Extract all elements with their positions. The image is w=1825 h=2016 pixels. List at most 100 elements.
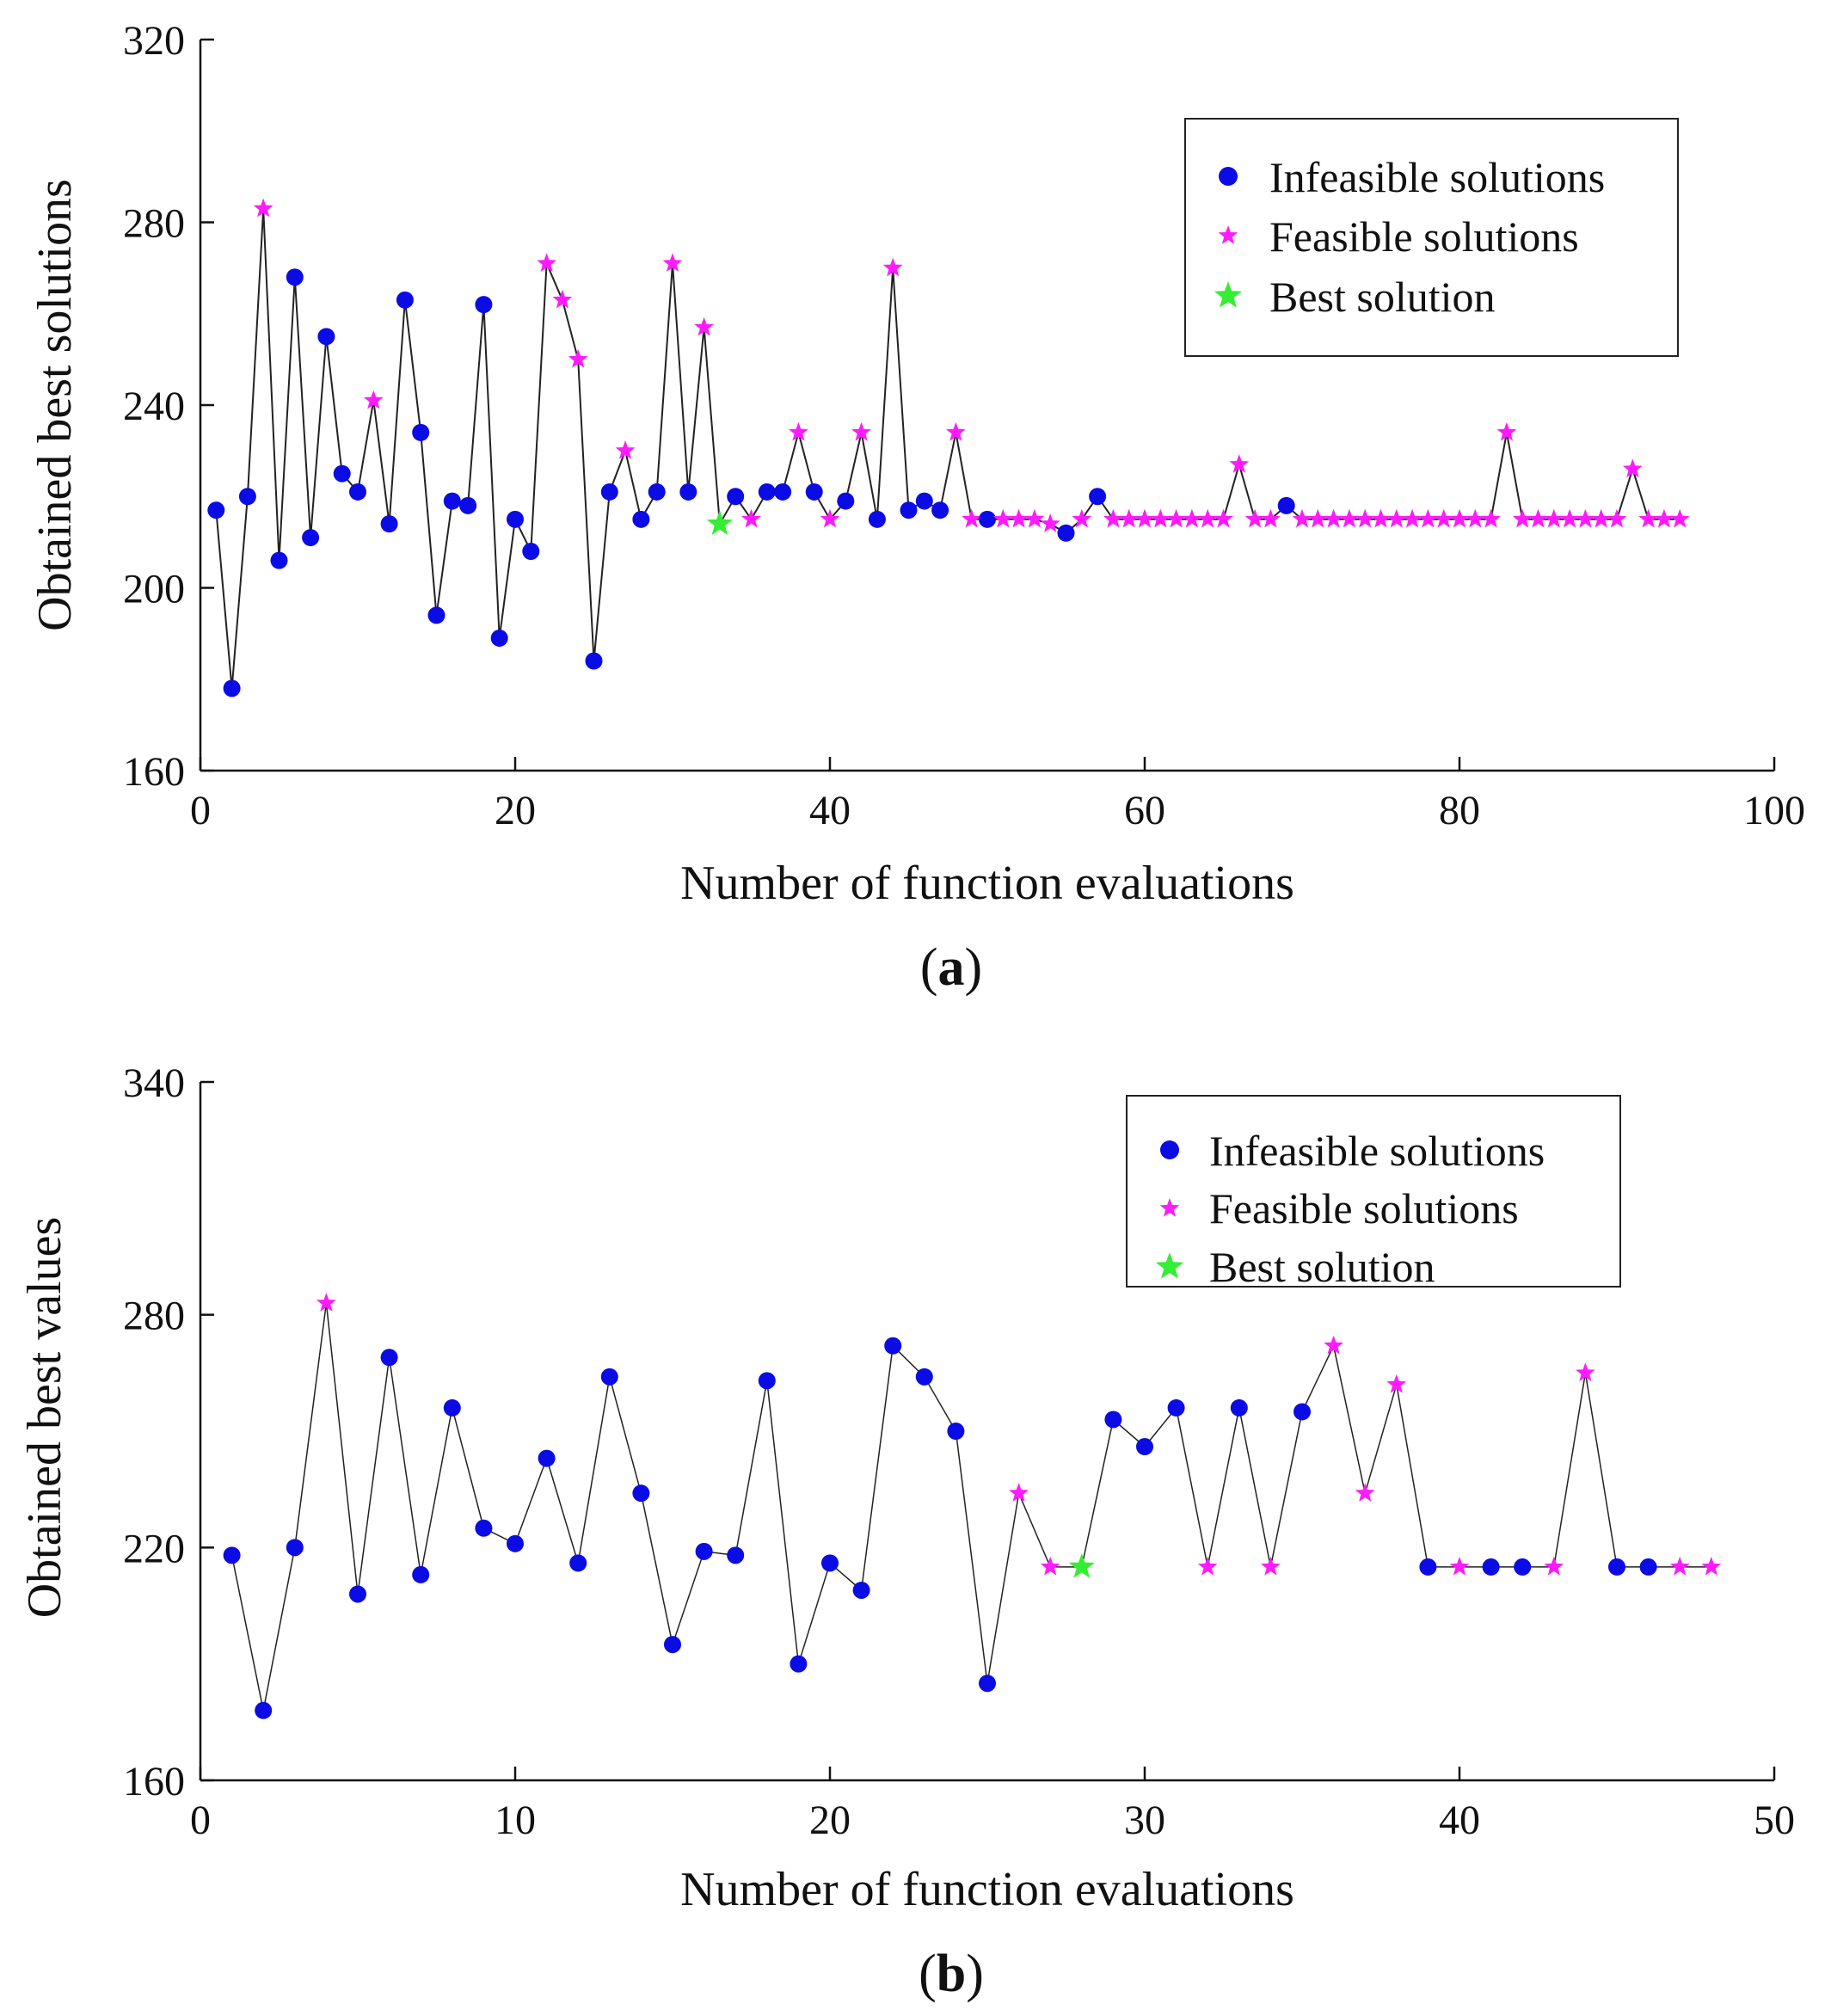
chart-b-point-infeasible bbox=[1639, 1558, 1657, 1576]
chart-a-point-feasible bbox=[694, 317, 714, 336]
chart-a-point-feasible bbox=[820, 508, 840, 528]
chart-a-point-infeasible bbox=[585, 652, 603, 670]
chart-b-point-feasible bbox=[1009, 1483, 1029, 1502]
chart-a-point-feasible bbox=[568, 348, 588, 368]
chart-b-point-infeasible bbox=[1514, 1558, 1532, 1576]
chart-a-point-feasible bbox=[1607, 508, 1627, 528]
chart-a-point-feasible bbox=[946, 421, 966, 441]
chart-a-point-feasible bbox=[1324, 508, 1343, 528]
chart-a-point-infeasible bbox=[396, 291, 414, 309]
chart-a-point-infeasible bbox=[679, 482, 697, 501]
chart-b-legend: Infeasible solutions Feasible solutions … bbox=[1126, 1095, 1621, 1291]
chart-a-point-infeasible bbox=[459, 496, 477, 514]
chart-a-point-infeasible bbox=[443, 492, 461, 510]
chart-b-x-tick-label: 30 bbox=[1124, 1798, 1165, 1843]
chart-b-point-infeasible bbox=[1167, 1398, 1185, 1417]
chart-a-point-feasible bbox=[1339, 508, 1360, 528]
chart-b-point-feasible bbox=[1261, 1556, 1281, 1576]
chart-a-point-feasible bbox=[1307, 508, 1328, 528]
chart-b-point-feasible bbox=[1324, 1335, 1343, 1355]
chart-a-point-feasible bbox=[1182, 508, 1202, 528]
chart-b-point-feasible bbox=[1355, 1483, 1375, 1502]
chart-b-y-tick-label: 160 bbox=[123, 1759, 185, 1804]
chart-a-point-feasible bbox=[1528, 508, 1548, 528]
chart-a-y-tick-label: 320 bbox=[123, 18, 185, 64]
chart-a-point-infeasible bbox=[238, 488, 256, 506]
chart-a-point-feasible bbox=[1622, 458, 1643, 478]
chart-a: 0 20 40 60 80 100 160 200 240 280 320 Number of f… bbox=[28, 18, 1805, 997]
chart-a-point-feasible bbox=[1576, 508, 1595, 528]
chart-b-series-line bbox=[230, 1303, 1711, 1711]
chart-b-x-tick-label: 0 bbox=[190, 1798, 211, 1843]
chart-a-point-feasible bbox=[851, 421, 871, 441]
chart-b-point-infeasible bbox=[727, 1546, 745, 1564]
chart-a-point-feasible bbox=[615, 440, 636, 459]
chart-b-point-infeasible bbox=[600, 1368, 618, 1386]
chart-a-y-tick-label: 200 bbox=[123, 567, 185, 612]
chart-b-points bbox=[223, 1293, 1722, 1719]
chart-a-point-feasible bbox=[1591, 508, 1612, 528]
chart-a-y-ticks: 160 200 240 280 320 bbox=[123, 18, 214, 795]
chart-a-point-feasible bbox=[662, 253, 683, 272]
chart-a-point-feasible bbox=[1150, 508, 1171, 528]
chart-b-point-feasible bbox=[1669, 1556, 1690, 1576]
chart-a-point-feasible bbox=[1261, 508, 1281, 528]
chart-a-point-infeasible bbox=[286, 268, 304, 286]
chart-b-x-label: Number of function evaluations bbox=[680, 1863, 1294, 1916]
chart-a-point-feasible bbox=[537, 253, 556, 272]
chart-a-legend-best-label: Best solution bbox=[1269, 273, 1496, 321]
chart-a-point-infeasible bbox=[427, 606, 445, 624]
chart-a-point-feasible bbox=[789, 421, 808, 441]
chart-b-point-feasible bbox=[1197, 1556, 1218, 1576]
chart-a-point-infeasible bbox=[1057, 524, 1075, 542]
chart-a-point-feasible bbox=[363, 390, 384, 409]
chart-a-point-infeasible bbox=[380, 515, 398, 533]
chart-a-point-infeasible bbox=[317, 328, 335, 346]
chart-a-point-feasible bbox=[1402, 508, 1423, 528]
chart-a-point-infeasible bbox=[507, 510, 524, 528]
chart-a-point-feasible bbox=[1465, 508, 1485, 528]
chart-b-y-tick-label: 280 bbox=[123, 1294, 185, 1339]
chart-a-point-infeasible bbox=[412, 423, 430, 441]
chart-b-point-infeasible bbox=[979, 1675, 996, 1693]
chart-a-point-infeasible bbox=[632, 510, 650, 528]
chart-b-point-infeasible bbox=[1608, 1558, 1625, 1576]
chart-b-point-infeasible bbox=[852, 1581, 870, 1599]
chart-b-point-infeasible bbox=[1136, 1438, 1153, 1456]
chart-a-point-feasible bbox=[1386, 508, 1407, 528]
chart-b-y-ticks: 160 220 280 340 bbox=[123, 1060, 214, 1804]
chart-b-point-infeasible bbox=[1482, 1558, 1500, 1576]
chart-a-points bbox=[207, 198, 1690, 698]
chart-b-point-infeasible bbox=[1230, 1398, 1248, 1417]
chart-a-point-feasible bbox=[741, 508, 761, 528]
chart-b-point-infeasible bbox=[1293, 1403, 1311, 1421]
chart-a-x-tick-label: 100 bbox=[1743, 788, 1805, 833]
chart-a-y-label: Obtained best solutions bbox=[28, 179, 82, 631]
chart-a-point-infeasible bbox=[900, 501, 918, 519]
chart-a-point-feasible bbox=[1418, 508, 1438, 528]
chart-b-point-infeasible bbox=[947, 1423, 965, 1440]
chart-a-point-feasible bbox=[1544, 508, 1564, 528]
chart-b-point-feasible bbox=[1576, 1362, 1595, 1381]
chart-a-point-infeasible bbox=[868, 510, 886, 528]
chart-b-legend-box bbox=[1126, 1095, 1621, 1288]
chart-b-x-tick-label: 20 bbox=[809, 1798, 851, 1843]
chart-a-point-infeasible bbox=[333, 464, 351, 482]
chart-a-legend: Infeasible solutions Feasible solutions … bbox=[1184, 118, 1679, 357]
chart-b-point-infeasible bbox=[412, 1565, 430, 1583]
chart-a-point-feasible bbox=[1434, 508, 1454, 528]
chart-a-point-infeasible bbox=[600, 482, 618, 501]
chart-b-panel-label: (b) bbox=[919, 1945, 984, 2003]
chart-b-legend-feasible-label: Feasible solutions bbox=[1209, 1184, 1519, 1232]
chart-a-legend-feasible-marker bbox=[1218, 225, 1238, 244]
chart-b-y-label: Obtained best values bbox=[18, 1217, 71, 1619]
chart-a-point-feasible bbox=[552, 289, 573, 309]
chart-a-point-feasible bbox=[882, 257, 903, 277]
chart-b-x-tick-label: 40 bbox=[1439, 1798, 1480, 1843]
chart-a-point-feasible bbox=[1481, 508, 1501, 528]
chart-b-point-infeasible bbox=[349, 1585, 366, 1603]
chart-a-x-tick-label: 60 bbox=[1124, 788, 1165, 833]
chart-b-axes bbox=[199, 1082, 1774, 1782]
chart-b-point-infeasible bbox=[223, 1546, 241, 1564]
chart-b-legend-best-marker bbox=[1155, 1252, 1184, 1279]
